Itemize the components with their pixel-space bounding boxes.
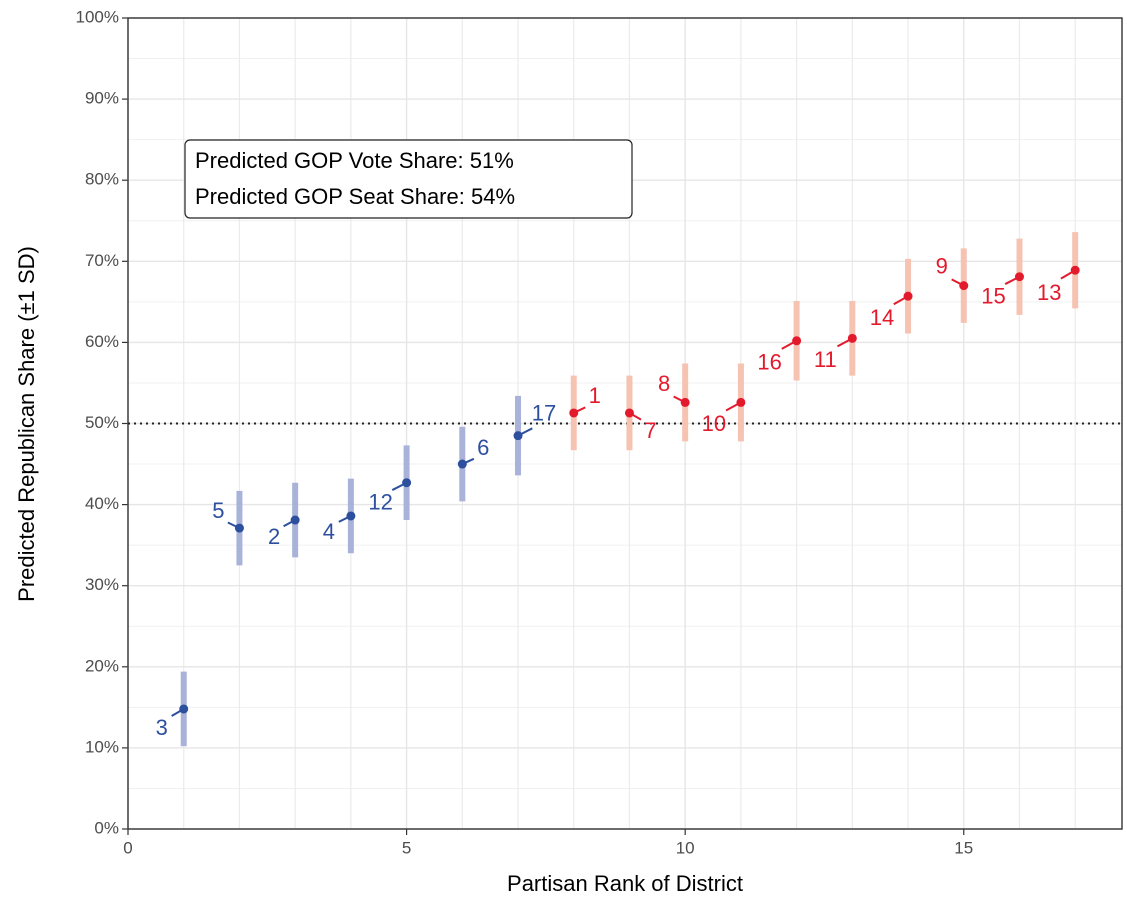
point-label: 14: [870, 305, 894, 330]
point: [847, 333, 857, 343]
point-label: 8: [658, 371, 670, 396]
annotation: Predicted GOP Vote Share: 51%: [195, 148, 514, 173]
y-tick-label: 0%: [94, 818, 119, 837]
x-axis-title: Partisan Rank of District: [507, 871, 743, 896]
point: [234, 523, 244, 533]
y-axis-title: Predicted Republican Share (±1 SD): [14, 246, 39, 602]
point-label: 15: [981, 284, 1005, 309]
point: [792, 336, 802, 346]
point-label: 5: [212, 498, 224, 523]
point: [1070, 265, 1080, 275]
point: [1014, 272, 1024, 282]
annotation: Predicted GOP Seat Share: 54%: [195, 184, 515, 209]
y-tick-label: 20%: [85, 656, 119, 675]
x-tick-label: 10: [676, 838, 695, 857]
point-label: 12: [368, 490, 392, 515]
x-tick-label: 0: [123, 838, 132, 857]
point-label: 10: [702, 411, 726, 436]
point-label: 2: [268, 524, 280, 549]
point-label: 4: [323, 519, 335, 544]
point-label: 11: [814, 347, 837, 372]
y-tick-label: 40%: [85, 494, 119, 513]
point: [513, 431, 523, 441]
y-tick-label: 100%: [76, 7, 119, 26]
point: [569, 408, 579, 418]
point: [290, 515, 300, 525]
point: [736, 397, 746, 407]
y-tick-label: 30%: [85, 575, 119, 594]
x-tick-label: 5: [402, 838, 411, 857]
y-tick-label: 10%: [85, 737, 119, 756]
point-label: 13: [1037, 280, 1061, 305]
point: [680, 397, 690, 407]
y-tick-label: 90%: [85, 89, 119, 108]
point-label: 6: [477, 435, 489, 460]
x-tick-label: 15: [954, 838, 973, 857]
point: [959, 281, 969, 291]
point-label: 17: [532, 400, 556, 425]
point-label: 3: [156, 715, 168, 740]
point-label: 7: [644, 418, 656, 443]
annotation-box: [184, 139, 633, 219]
point: [903, 291, 913, 301]
y-tick-label: 80%: [85, 170, 119, 189]
point: [179, 704, 189, 714]
y-tick-label: 70%: [85, 251, 119, 270]
point-label: 1: [589, 383, 601, 408]
y-tick-label: 50%: [85, 413, 119, 432]
point: [402, 478, 412, 488]
point: [346, 511, 356, 521]
y-tick-label: 60%: [85, 332, 119, 351]
point: [457, 459, 467, 469]
point-label: 9: [936, 253, 948, 278]
point-label: 16: [757, 350, 781, 375]
point: [624, 408, 634, 418]
